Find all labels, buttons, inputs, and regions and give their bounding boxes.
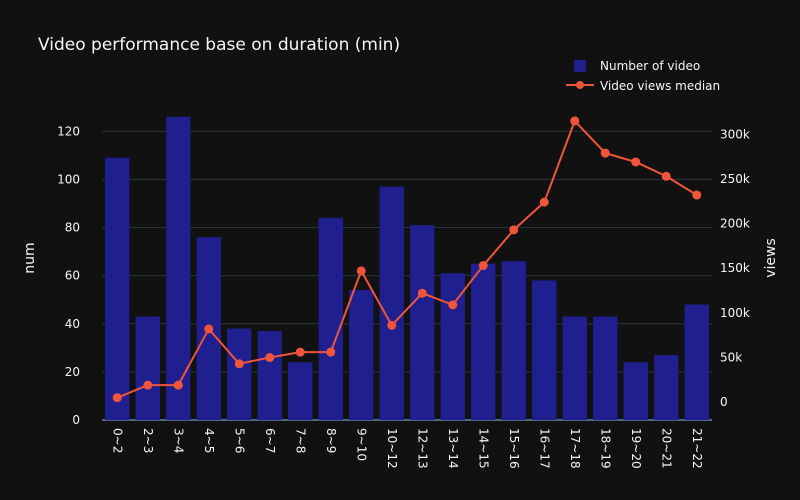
x-tick-label: 10~12	[385, 428, 399, 469]
line-point[interactable]	[478, 261, 488, 271]
y-tick-label: 20	[65, 365, 80, 379]
line-point[interactable]	[509, 225, 519, 235]
bar[interactable]	[623, 362, 648, 420]
line-point[interactable]	[173, 380, 183, 390]
x-tick-label: 9~10	[354, 428, 368, 461]
line-point[interactable]	[356, 266, 366, 276]
gridlines	[102, 130, 712, 421]
bar[interactable]	[227, 328, 252, 420]
bar[interactable]	[440, 273, 465, 420]
bar[interactable]	[105, 157, 130, 420]
x-tick-label: 7~8	[293, 428, 307, 453]
line-point[interactable]	[600, 148, 610, 158]
x-tick-label: 8~9	[324, 428, 338, 453]
bar[interactable]	[349, 290, 374, 420]
x-tick-label: 3~4	[171, 428, 185, 453]
x-tick-label: 13~14	[446, 428, 460, 469]
bar[interactable]	[654, 355, 679, 420]
x-tick-label: 18~19	[598, 428, 612, 469]
series-line	[116, 119, 698, 399]
bar[interactable]	[135, 316, 160, 420]
bar[interactable]	[532, 280, 557, 420]
y-tick-label: 100	[57, 172, 80, 186]
line-point[interactable]	[234, 359, 244, 369]
legend-line-marker	[576, 81, 584, 89]
y-tick-label: 60	[65, 269, 80, 283]
chart-title: Video performance base on duration (min)	[38, 35, 400, 55]
bar[interactable]	[257, 330, 282, 420]
y2-tick-label: 200k	[720, 217, 750, 231]
y-axis-right: 0 50k 100k 150k 200k 250k 300k	[720, 127, 750, 409]
bar[interactable]	[501, 261, 526, 420]
x-tick-label: 19~20	[629, 428, 643, 469]
line-point[interactable]	[539, 197, 549, 207]
y2-tick-label: 250k	[720, 172, 750, 186]
line-series	[112, 116, 702, 403]
y-tick-label: 80	[65, 221, 80, 235]
y-axis-title: num	[22, 242, 38, 273]
y2-tick-label: 100k	[720, 306, 750, 320]
legend-bar-swatch	[574, 60, 586, 72]
y-tick-label: 40	[65, 317, 80, 331]
bar[interactable]	[593, 316, 618, 420]
bar[interactable]	[288, 362, 313, 420]
y2-tick-label: 0	[720, 395, 728, 409]
bar[interactable]	[410, 225, 435, 420]
y2-axis-title: views	[763, 238, 779, 278]
bar[interactable]	[166, 116, 191, 420]
line-point[interactable]	[265, 353, 275, 363]
legend-bar-label: Number of video	[600, 59, 700, 73]
line-point[interactable]	[692, 190, 702, 200]
x-tick-label: 14~15	[476, 428, 490, 469]
bar[interactable]	[318, 217, 343, 420]
legend[interactable]: Number of video Video views median	[566, 59, 720, 93]
line-point[interactable]	[204, 324, 214, 334]
line-point[interactable]	[295, 347, 305, 357]
bar-series	[105, 116, 709, 421]
y-tick-label: 0	[72, 413, 80, 427]
x-axis: 0~2 2~3 3~4 4~5 5~6 6~7 7~8 8~9 9~10 10~12 12~13 13…	[110, 428, 704, 469]
bar[interactable]	[562, 316, 587, 420]
line-point[interactable]	[448, 300, 458, 310]
x-tick-label: 0~2	[110, 428, 124, 453]
x-tick-label: 16~17	[537, 428, 551, 469]
line-point[interactable]	[387, 320, 397, 330]
line-point[interactable]	[143, 380, 153, 390]
x-tick-label: 17~18	[568, 428, 582, 469]
bar[interactable]	[684, 304, 709, 421]
y2-tick-label: 50k	[720, 351, 742, 365]
x-tick-label: 21~22	[690, 428, 704, 469]
line-point[interactable]	[570, 116, 580, 126]
y2-tick-label: 150k	[720, 261, 750, 275]
x-tick-label: 12~13	[415, 428, 429, 469]
x-tick-label: 4~5	[202, 428, 216, 453]
y2-tick-label: 300k	[720, 127, 750, 141]
line-point[interactable]	[417, 288, 427, 298]
line-point[interactable]	[631, 157, 641, 167]
x-tick-label: 15~16	[507, 428, 521, 469]
line-point[interactable]	[661, 171, 671, 181]
line-point[interactable]	[112, 393, 122, 403]
x-tick-label: 6~7	[263, 428, 277, 453]
y-tick-label: 120	[57, 124, 80, 138]
line-point[interactable]	[326, 347, 336, 357]
bar[interactable]	[379, 186, 404, 420]
x-tick-label: 2~3	[141, 428, 155, 453]
legend-line-label: Video views median	[600, 79, 720, 93]
y-axis-left: 0 20 40 60 80 100 120	[57, 124, 80, 427]
x-tick-label: 5~6	[232, 428, 246, 453]
x-tick-label: 20~21	[659, 428, 673, 469]
bar[interactable]	[471, 263, 496, 420]
